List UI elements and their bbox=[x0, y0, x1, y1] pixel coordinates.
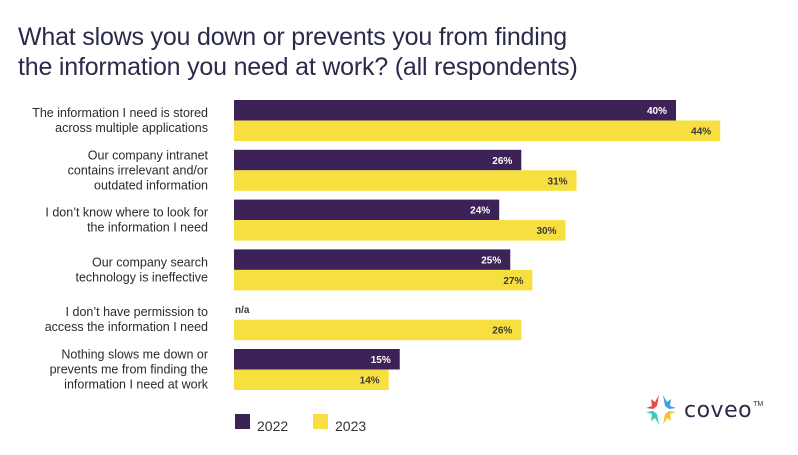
category-label-line: Our company intranet bbox=[88, 148, 209, 162]
data-label-2023: 44% bbox=[691, 127, 711, 138]
category-label-line: across multiple applications bbox=[55, 121, 208, 135]
bar-2023 bbox=[234, 170, 577, 191]
data-label-2022: 26% bbox=[492, 156, 512, 167]
category-label-line: outdated information bbox=[94, 178, 208, 192]
category-label-line: technology is ineffective bbox=[76, 270, 209, 284]
coveo-logo-tm: TM bbox=[753, 400, 764, 408]
category-label: I don’t know where to look for the inform… bbox=[45, 206, 208, 235]
data-label-2022: 25% bbox=[481, 255, 501, 266]
category-label-line: The information I need is stored bbox=[32, 106, 208, 120]
category-label: Our company search technology is ineffect… bbox=[76, 255, 209, 284]
data-label-2023: 27% bbox=[503, 276, 523, 287]
category-label-line: the information I need bbox=[87, 221, 208, 235]
category-label-line: access the information I need bbox=[45, 320, 208, 334]
category-label: I don’t have permission to access the inf… bbox=[45, 305, 208, 334]
category-label-line: Nothing slows me down or bbox=[61, 348, 208, 362]
bar-2022 bbox=[234, 249, 511, 270]
data-label-2023: 14% bbox=[360, 376, 380, 387]
coveo-logo-text: coveo bbox=[684, 397, 753, 423]
category-label: Nothing slows me down or prevents me from… bbox=[50, 348, 209, 392]
bar-2023 bbox=[234, 220, 566, 241]
chart-title-line-2: the information you need at work? (all r… bbox=[18, 53, 578, 81]
category-label: Our company intranet contains irrelevant … bbox=[68, 148, 209, 192]
legend-label-2023: 2023 bbox=[335, 418, 366, 434]
bar-2022 bbox=[234, 349, 400, 370]
missing-value-label: n/a bbox=[235, 305, 250, 316]
legend-label-2022: 2022 bbox=[257, 418, 288, 434]
data-label-2023: 26% bbox=[492, 326, 512, 337]
chart-title: What slows you down or prevents you from… bbox=[18, 22, 698, 82]
bar-2022 bbox=[234, 199, 500, 221]
bar-2023 bbox=[234, 120, 721, 141]
coveo-logo-icon bbox=[646, 395, 676, 425]
category-label-line: I don’t know where to look for bbox=[45, 206, 208, 220]
bar-2023 bbox=[234, 269, 533, 291]
legend-swatch-2023 bbox=[313, 414, 328, 429]
category-label-line: contains irrelevant and/or bbox=[68, 163, 208, 177]
category-label-line: I don’t have permission to bbox=[66, 305, 208, 319]
category-label-line: information I need at work bbox=[64, 378, 209, 392]
legend-swatch-2022 bbox=[235, 414, 250, 429]
bar-2023 bbox=[234, 319, 522, 341]
coveo-logo: coveo TM bbox=[644, 395, 784, 425]
data-label-2022: 40% bbox=[647, 106, 667, 117]
bar-2022 bbox=[234, 149, 522, 171]
data-label-2023: 31% bbox=[548, 176, 568, 187]
chart-title-line-1: What slows you down or prevents you from… bbox=[18, 23, 567, 51]
bar-2022 bbox=[234, 100, 676, 121]
bar-2023 bbox=[234, 369, 389, 390]
category-label-line: Our company search bbox=[92, 255, 208, 269]
data-label-2022: 15% bbox=[371, 355, 391, 366]
category-label: The information I need is stored across m… bbox=[32, 106, 208, 135]
data-label-2022: 24% bbox=[470, 206, 490, 217]
data-label-2023: 30% bbox=[536, 226, 556, 237]
category-label-line: prevents me from finding the bbox=[50, 363, 208, 377]
